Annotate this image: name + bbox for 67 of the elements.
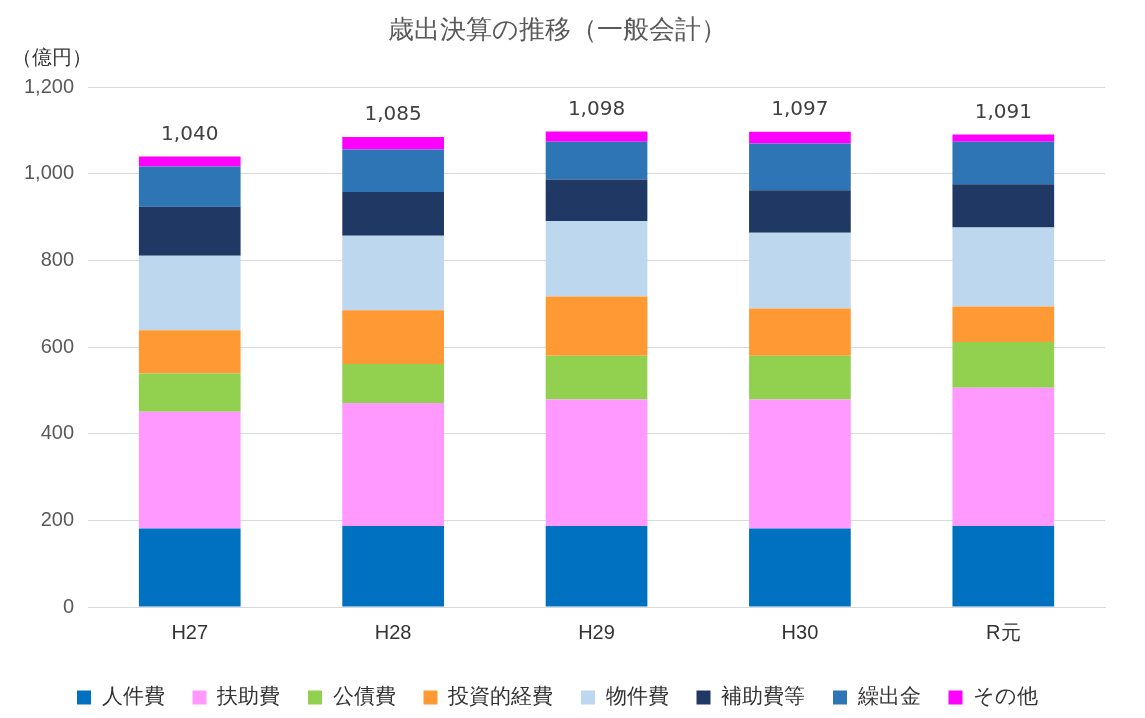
bar bbox=[545, 399, 648, 526]
bar bbox=[138, 166, 241, 207]
bar bbox=[545, 179, 648, 222]
bar bbox=[545, 131, 648, 142]
bar bbox=[138, 411, 241, 529]
bar bbox=[342, 402, 444, 526]
bar bbox=[342, 192, 444, 236]
bar bbox=[749, 308, 851, 356]
bar bbox=[749, 232, 851, 309]
bar bbox=[138, 255, 241, 331]
bar bbox=[952, 306, 1055, 342]
y-tick-label: 200 bbox=[40, 507, 75, 530]
legend-label: 扶助費 bbox=[216, 684, 280, 708]
y-tick-label: 400 bbox=[40, 421, 75, 444]
y-tick-label: 1,200 bbox=[23, 74, 75, 97]
bar bbox=[749, 528, 851, 607]
y-axis-title: （億円） bbox=[12, 44, 92, 71]
bar bbox=[138, 156, 241, 167]
total-label: 1,085 bbox=[364, 101, 422, 126]
bar bbox=[952, 526, 1055, 607]
x-tick-label: H30 bbox=[781, 620, 819, 643]
legend-label: 投資的経費 bbox=[447, 684, 553, 708]
bar bbox=[342, 149, 444, 193]
bar bbox=[342, 235, 444, 311]
bar bbox=[952, 341, 1055, 388]
bar bbox=[545, 221, 648, 297]
bar bbox=[545, 141, 648, 180]
bar bbox=[749, 399, 851, 529]
legend-label: 物件費 bbox=[605, 684, 669, 708]
y-tick-label: 600 bbox=[40, 334, 75, 357]
bar bbox=[545, 296, 648, 356]
legend-label: 繰出金 bbox=[856, 684, 921, 708]
bar bbox=[138, 206, 241, 256]
legend-label: 人件費 bbox=[101, 684, 165, 708]
y-tick-label: 1,000 bbox=[23, 161, 75, 184]
bar bbox=[138, 373, 241, 412]
bar bbox=[545, 526, 648, 607]
bar bbox=[342, 310, 444, 364]
bar bbox=[545, 355, 648, 400]
total-label: 1,040 bbox=[161, 120, 219, 145]
bar bbox=[952, 387, 1055, 526]
legend-label: 公債費 bbox=[332, 684, 396, 708]
bar bbox=[138, 330, 241, 374]
bar bbox=[749, 190, 851, 233]
x-tick-label: H28 bbox=[374, 620, 412, 643]
x-tick-label: R元 bbox=[986, 620, 1021, 643]
total-label: 1,098 bbox=[567, 95, 626, 120]
bar bbox=[749, 131, 851, 144]
bar bbox=[138, 528, 241, 607]
total-label: 1,091 bbox=[974, 98, 1032, 123]
x-tick-label: H29 bbox=[578, 620, 615, 643]
y-tick-label: 0 bbox=[62, 594, 75, 617]
x-tick-label: H27 bbox=[171, 620, 209, 643]
bar bbox=[342, 363, 444, 403]
bar bbox=[749, 143, 851, 191]
bar bbox=[342, 526, 444, 607]
total-label: 1,097 bbox=[771, 96, 829, 121]
legend-label: その他 bbox=[973, 684, 1038, 708]
bar bbox=[952, 141, 1055, 185]
chart-title: 歳出決算の推移（一般会計） bbox=[388, 14, 727, 45]
bar bbox=[342, 137, 444, 150]
bar bbox=[952, 227, 1055, 307]
bar bbox=[749, 355, 851, 400]
bar bbox=[952, 134, 1055, 142]
bar bbox=[952, 184, 1055, 228]
legend-label: 補助費等 bbox=[721, 684, 805, 708]
y-tick-label: 800 bbox=[40, 247, 75, 270]
